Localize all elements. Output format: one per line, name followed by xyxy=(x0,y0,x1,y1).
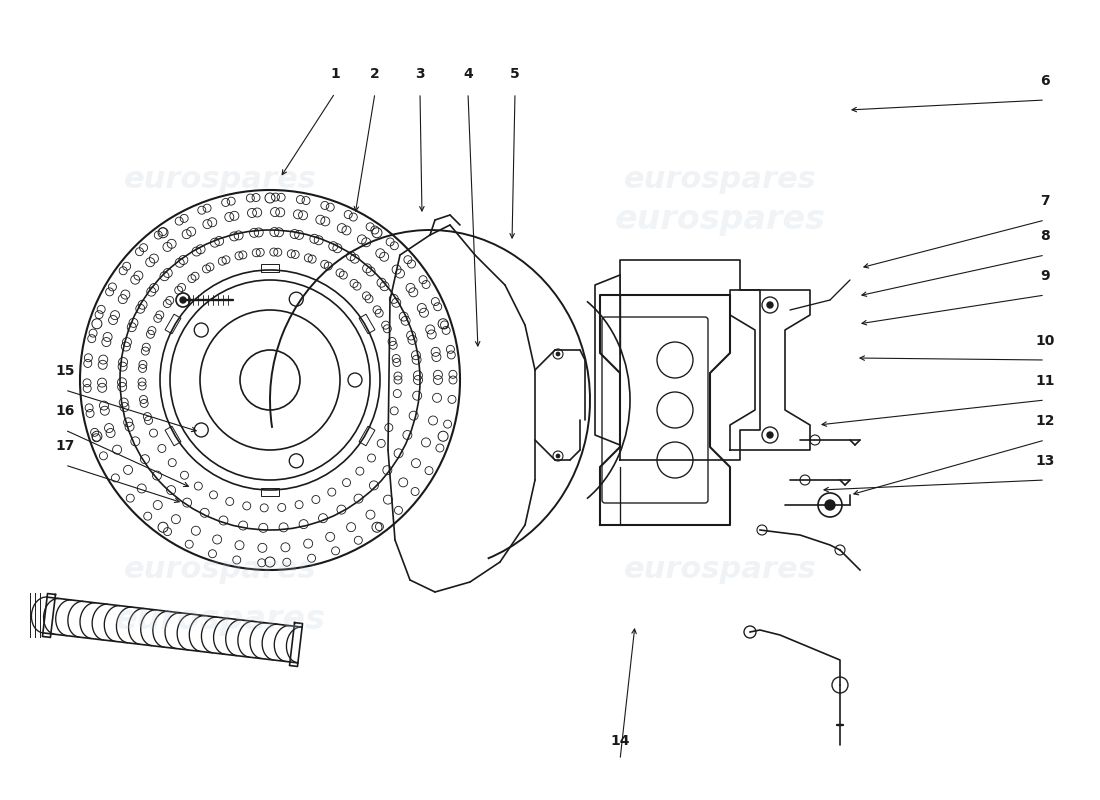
Text: 2: 2 xyxy=(370,67,379,81)
Text: 8: 8 xyxy=(1041,229,1049,243)
Circle shape xyxy=(180,297,186,303)
Text: eurospares: eurospares xyxy=(615,203,825,237)
Text: 15: 15 xyxy=(55,364,75,378)
Circle shape xyxy=(556,352,560,356)
Text: 7: 7 xyxy=(1041,194,1049,208)
Bar xyxy=(261,264,279,272)
Text: 14: 14 xyxy=(610,734,629,748)
Text: eurospares: eurospares xyxy=(624,166,816,194)
Bar xyxy=(165,314,182,334)
Bar xyxy=(359,426,375,446)
Text: eurospares: eurospares xyxy=(114,603,326,637)
Text: 10: 10 xyxy=(1035,334,1055,348)
Text: eurospares: eurospares xyxy=(123,555,317,585)
Text: 1: 1 xyxy=(330,67,340,81)
Text: 4: 4 xyxy=(463,67,473,81)
Text: 9: 9 xyxy=(1041,269,1049,283)
Text: 17: 17 xyxy=(55,439,75,453)
Text: 6: 6 xyxy=(1041,74,1049,88)
Text: eurospares: eurospares xyxy=(624,555,816,585)
Text: 11: 11 xyxy=(1035,374,1055,388)
Bar xyxy=(261,488,279,496)
Text: 16: 16 xyxy=(55,404,75,418)
Bar xyxy=(165,426,182,446)
Bar xyxy=(359,314,375,334)
Text: 13: 13 xyxy=(1035,454,1055,468)
Text: 12: 12 xyxy=(1035,414,1055,428)
Circle shape xyxy=(767,302,773,308)
Text: 5: 5 xyxy=(510,67,520,81)
Text: eurospares: eurospares xyxy=(123,166,317,194)
Circle shape xyxy=(825,500,835,510)
Circle shape xyxy=(767,432,773,438)
Circle shape xyxy=(556,454,560,458)
Text: 3: 3 xyxy=(415,67,425,81)
